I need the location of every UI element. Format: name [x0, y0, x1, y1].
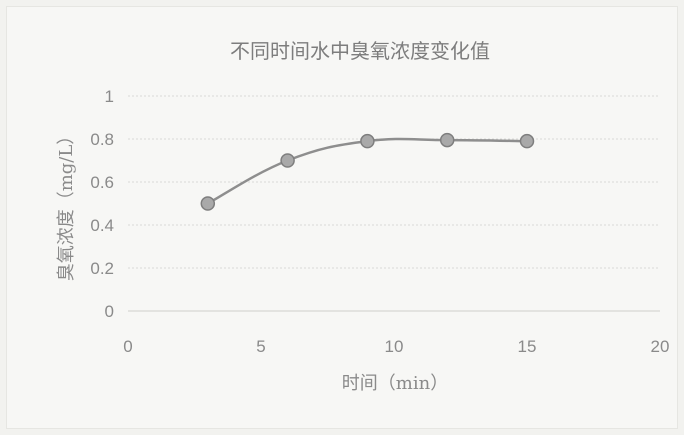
x-axis-label: 时间（min）: [342, 373, 448, 394]
y-tick-label: 0.4: [90, 216, 114, 235]
data-point-1: [200, 196, 216, 211]
y-axis-label: 臭氧浓度（mg/L）: [56, 127, 77, 282]
series-line: [207, 137, 528, 205]
data-point-5: [519, 133, 535, 149]
y-tick-label: 0: [105, 302, 114, 321]
chart-container: [6, 6, 678, 429]
x-tick-label: 15: [518, 337, 537, 356]
x-tick-label: 5: [256, 337, 265, 356]
y-tick-label: 0.2: [90, 259, 114, 278]
y-tick-label: 0.8: [90, 130, 114, 149]
data-point-3: [360, 133, 375, 149]
x-tick-label: 10: [385, 337, 404, 356]
chart-title: 不同时间水中臭氧浓度变化值: [230, 39, 490, 63]
y-tick-label: 1: [105, 87, 114, 106]
x-tick-label: 0: [123, 337, 132, 356]
data-point-2: [280, 153, 295, 168]
x-tick-label: 20: [651, 337, 670, 356]
data-points: [200, 132, 535, 211]
data-point-4: [439, 132, 455, 148]
y-tick-label: 0.6: [90, 173, 114, 192]
x-tick-labels: 0 5 10 15 20: [123, 337, 669, 356]
y-tick-labels: 0 0.2 0.4 0.6 0.8 1: [90, 87, 114, 321]
grid: [128, 95, 660, 269]
